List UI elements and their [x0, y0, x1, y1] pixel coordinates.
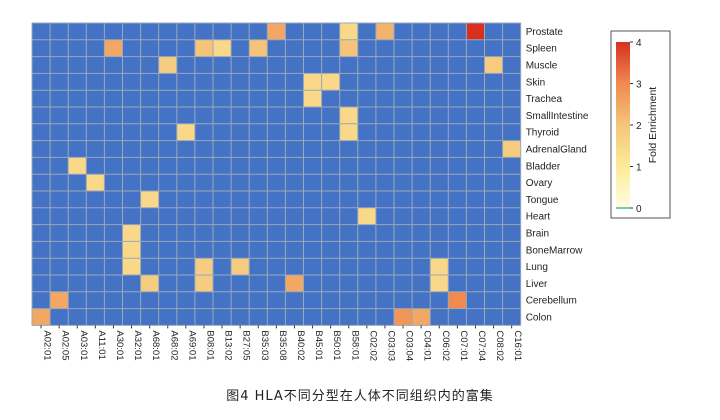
y-label-smallintestine: SmallIntestine — [526, 111, 589, 122]
y-label-bonemarrow: BoneMarrow — [526, 245, 583, 256]
x-label-c16-01: C16:01 — [512, 330, 523, 361]
x-label-a69-01: A69:01 — [186, 330, 197, 360]
heatmap-cell-bonemarrow-a32-01 — [122, 241, 141, 259]
heatmap-cell-spleen-b13-02 — [213, 39, 232, 57]
x-label-a02-05: A02:05 — [60, 330, 71, 360]
y-label-skin: Skin — [526, 77, 545, 88]
legend-tick-label: 0 — [636, 204, 642, 215]
heatmap-cell-lung-b27-05 — [231, 258, 250, 275]
x-label-c04-01: C04:01 — [422, 330, 433, 361]
x-label-c07-01: C07:01 — [458, 330, 469, 361]
heatmap-cell-muscle-c08-02 — [484, 56, 503, 74]
heatmap-cell-adrenalgland-c16-01 — [502, 140, 521, 158]
heatmap-cell-liver-b40-02 — [285, 275, 304, 292]
heatmap-cell-lung-a32-01 — [122, 258, 141, 275]
x-label-b08-01: B08:01 — [204, 330, 215, 360]
heatmap-cell-colon-c03-04 — [394, 308, 413, 326]
heatmap-cell-trachea-b45-01 — [303, 90, 322, 107]
heatmap-cell-prostate-b58-01 — [339, 23, 358, 40]
x-label-a32-01: A32:01 — [132, 330, 143, 360]
y-label-muscle: Muscle — [526, 61, 558, 72]
x-label-a02-01: A02:01 — [42, 330, 53, 360]
x-label-c03-03: C03:03 — [385, 330, 396, 361]
legend-tick-label: 1 — [636, 163, 642, 174]
heatmap-cell-spleen-b08-01 — [194, 39, 213, 57]
heatmap-grid — [31, 22, 522, 326]
heatmap-cell-cerebellum-a02-05 — [50, 291, 69, 309]
heatmap-cell-tongue-a68-01 — [140, 191, 159, 208]
y-label-bladder: Bladder — [526, 161, 561, 172]
x-label-a11-01: A11:01 — [96, 330, 107, 359]
heatmap-cell-lung-c06-02 — [430, 258, 449, 275]
heatmap-cell-cerebellum-c07-01 — [448, 291, 467, 309]
x-label-a68-02: A68:02 — [168, 330, 179, 360]
legend-tick-label: 3 — [636, 80, 642, 91]
heatmap-cell-colon-a02-01 — [32, 308, 51, 326]
color-legend: 0 1 2 3 4 Fold Enrichment — [610, 30, 671, 219]
heatmap-cell-prostate-b35-08 — [267, 23, 286, 40]
legend-tick-label: 2 — [636, 121, 642, 132]
y-label-adrenalgland: AdrenalGland — [526, 145, 587, 156]
x-axis-labels: A02:01 A02:05 A03:01 A11:01 A30:01 A32:01 A68:… — [40, 325, 523, 361]
heatmap-cell-smallintestine-b58-01 — [339, 107, 358, 124]
heatmap-cell-liver-b08-01 — [194, 275, 213, 292]
heatmap-cell-muscle-a68-02 — [158, 56, 177, 74]
legend-title: Fold Enrichment — [647, 87, 659, 164]
x-label-b27-05: B27:05 — [241, 330, 252, 360]
heatmap-cell-prostate-c07-04 — [466, 23, 485, 40]
heatmap-cell-thyroid-b58-01 — [339, 123, 358, 141]
y-label-colon: Colon — [526, 313, 552, 324]
heatmap-cell-liver-c06-02 — [430, 275, 449, 292]
legend-tick-label: 4 — [636, 38, 642, 49]
heatmap-cell-brain-a32-01 — [122, 224, 141, 242]
heatmap-cell-ovary-a11-01 — [86, 174, 105, 191]
legend-color-bar — [616, 42, 630, 208]
heatmap-cell-bladder-a03-01 — [68, 157, 87, 175]
y-label-liver: Liver — [526, 279, 548, 290]
y-label-lung: Lung — [526, 262, 548, 273]
y-label-cerebellum: Cerebellum — [526, 296, 577, 307]
x-label-b13-02: B13:02 — [223, 330, 234, 360]
y-label-trachea: Trachea — [526, 94, 563, 105]
y-label-ovary: Ovary — [526, 178, 553, 189]
y-label-thyroid: Thyroid — [526, 128, 559, 139]
heatmap-cell-spleen-b58-01 — [339, 39, 358, 57]
x-label-c08-02: C08:02 — [494, 330, 505, 361]
x-label-c06-02: C06:02 — [440, 330, 451, 361]
y-label-heart: Heart — [526, 212, 551, 223]
y-label-tongue: Tongue — [526, 195, 559, 206]
heatmap-cell-spleen-b35-03 — [249, 39, 268, 57]
heatmap-cell-liver-a68-01 — [140, 275, 159, 292]
x-label-b40-02: B40:02 — [295, 330, 306, 360]
y-label-brain: Brain — [526, 229, 549, 240]
heatmap-cell-skin-b45-01 — [303, 73, 322, 91]
heatmap-cell-skin-b50-01 — [321, 73, 340, 91]
heatmap-cell-spleen-a30-01 — [104, 39, 123, 57]
heatmap-cell-colon-c04-01 — [412, 308, 431, 326]
x-label-c02-02: C02:02 — [367, 330, 378, 361]
heatmap-cell-thyroid-a69-01 — [176, 123, 195, 141]
y-label-prostate: Prostate — [526, 27, 564, 38]
y-label-spleen: Spleen — [526, 44, 557, 55]
x-label-c03-04: C03:04 — [404, 330, 415, 361]
heatmap-cell-heart-c02-02 — [357, 207, 376, 225]
x-label-b35-08: B35:08 — [277, 330, 288, 360]
x-label-b45-01: B45:01 — [313, 330, 324, 360]
x-label-a68-01: A68:01 — [150, 330, 161, 360]
x-label-a30-01: A30:01 — [114, 330, 125, 360]
y-axis-labels: Prostate Spleen Muscle Skin Trachea SmallInte… — [526, 27, 589, 324]
heatmap-cell-prostate-c03-03 — [375, 23, 394, 40]
x-label-b35-03: B35:03 — [259, 330, 270, 360]
x-label-a03-01: A03:01 — [78, 330, 89, 360]
heatmap-cell-lung-b08-01 — [194, 258, 213, 275]
figure-caption: 图4 HLA不同分型在人体不同组织内的富集 — [226, 389, 494, 404]
x-label-b50-01: B50:01 — [331, 330, 342, 360]
x-label-b58-01: B58:01 — [349, 330, 360, 360]
x-label-c07-04: C07:04 — [476, 330, 487, 361]
